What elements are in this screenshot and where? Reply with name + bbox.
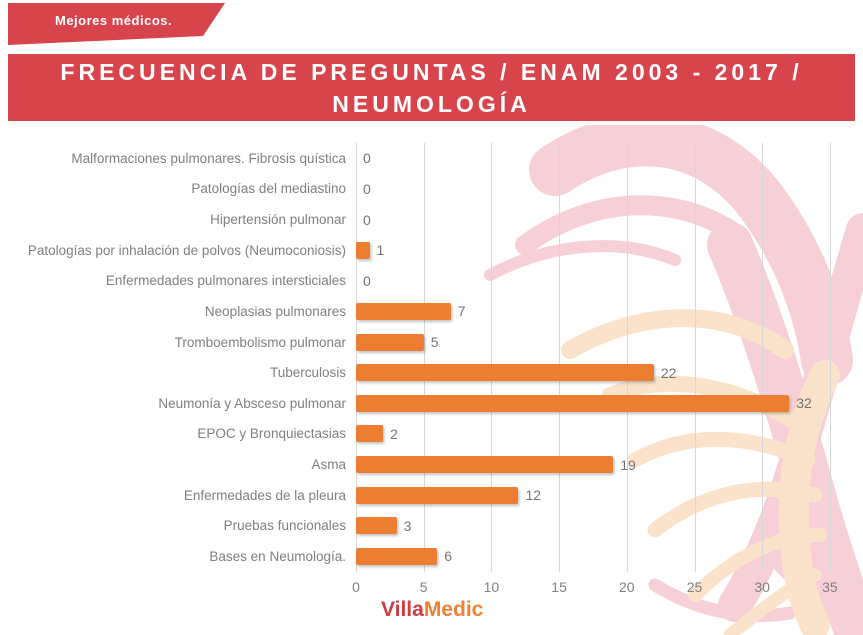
phoenix-background-graphic xyxy=(484,125,863,635)
chart-row: EPOC y Bronquiectasias 2 xyxy=(10,419,853,450)
bar-area: 19 xyxy=(356,456,853,474)
category-label: Hipertensión pulmonar xyxy=(210,212,346,228)
value-label: 22 xyxy=(660,364,677,381)
bar-area: 2 xyxy=(356,425,853,443)
villamedic-logo-part1: Villa xyxy=(381,598,424,621)
bar-area: 0 xyxy=(356,150,853,167)
category-label: Bases en Neumología. xyxy=(209,548,346,564)
value-label: 0 xyxy=(363,150,371,167)
x-axis-tick: 25 xyxy=(686,579,703,595)
bar xyxy=(356,302,451,320)
x-axis-tick: 5 xyxy=(419,579,428,595)
bar-area: 32 xyxy=(356,394,853,412)
value-label: 1 xyxy=(376,242,385,259)
value-label: 6 xyxy=(444,548,453,565)
bar-area: 22 xyxy=(356,364,853,382)
chart-row: Enfermedades de la pleura 12 xyxy=(10,480,853,511)
chart-row: Asma 19 xyxy=(10,449,853,480)
category-label: Neumonía y Absceso pulmonar xyxy=(158,395,346,411)
bar-area: 0 xyxy=(356,272,853,289)
bar-area: 0 xyxy=(356,211,853,228)
chart-row: Patologías por inhalación de polvos (Neu… xyxy=(10,235,853,266)
value-label: 0 xyxy=(363,180,371,197)
brand-ribbon-badge: Mejores médicos. xyxy=(8,3,225,45)
frequency-bar-chart: Malformaciones pulmonares. Fibrosis quís… xyxy=(10,143,853,613)
value-label: 5 xyxy=(430,334,439,351)
x-axis-tick: 30 xyxy=(754,579,770,595)
category-label: Malformaciones pulmonares. Fibrosis quís… xyxy=(71,150,346,166)
category-label: Tromboembolismo pulmonar xyxy=(174,334,346,350)
brand-ribbon-label: Mejores médicos. xyxy=(55,13,173,28)
title-banner: FRECUENCIA DE PREGUNTAS / ENAM 2003 - 20… xyxy=(8,54,855,121)
page-title-line1: FRECUENCIA DE PREGUNTAS / ENAM 2003 - 20… xyxy=(60,58,803,85)
chart-row: Neumonía y Absceso pulmonar 32 xyxy=(10,388,853,419)
x-axis-tick: 35 xyxy=(822,579,838,595)
bar-area: 7 xyxy=(356,302,853,320)
chart-row: Malformaciones pulmonares. Fibrosis quís… xyxy=(10,143,853,174)
bar-area: 12 xyxy=(356,486,853,504)
value-label: 32 xyxy=(796,395,812,412)
villamedic-logo: VillaMedic xyxy=(381,598,483,622)
category-label: Pruebas funcionales xyxy=(223,518,346,534)
bar xyxy=(356,241,370,259)
bar-area: 0 xyxy=(356,180,853,197)
x-axis: 0 5 10 15 20 25 30 35 xyxy=(10,579,853,597)
bar-area: 1 xyxy=(356,241,853,259)
category-label: EPOC y Bronquiectasias xyxy=(197,426,346,442)
value-label: 2 xyxy=(390,425,398,442)
x-axis-tick: 20 xyxy=(619,579,635,595)
bar xyxy=(356,333,424,351)
bar xyxy=(356,394,790,412)
category-label: Patologías del mediastino xyxy=(191,181,346,197)
category-label: Neoplasias pulmonares xyxy=(204,303,346,319)
bar xyxy=(356,486,519,504)
bar xyxy=(356,425,384,443)
chart-row: Patologías del mediastino 0 xyxy=(10,174,853,205)
villamedic-logo-part2: Medic xyxy=(423,598,484,621)
category-label: Tuberculosis xyxy=(269,365,346,381)
x-axis-tick: 0 xyxy=(352,579,360,595)
chart-row: Tromboembolismo pulmonar 5 xyxy=(10,327,853,358)
bar-area: 6 xyxy=(356,547,853,565)
value-label: 3 xyxy=(403,517,412,534)
chart-row: Tuberculosis 22 xyxy=(10,357,853,388)
value-label: 12 xyxy=(525,487,542,504)
bar xyxy=(356,517,397,535)
category-label: Enfermedades pulmonares intersticiales xyxy=(105,273,346,289)
value-label: 0 xyxy=(363,211,371,228)
category-label: Asma xyxy=(311,457,346,473)
chart-row: Hipertensión pulmonar 0 xyxy=(10,204,853,235)
value-label: 19 xyxy=(620,456,636,473)
chart-row: Bases en Neumología. 6 xyxy=(10,541,853,572)
value-label: 7 xyxy=(457,303,466,320)
phoenix-orange-feathers xyxy=(561,309,840,635)
chart-row: Pruebas funcionales 3 xyxy=(10,511,853,542)
bar xyxy=(356,547,438,565)
category-label: Patologías por inhalación de polvos (Neu… xyxy=(27,242,346,258)
page-title-line2: NEUMOLOGÍA xyxy=(332,90,531,117)
category-label: Enfermedades de la pleura xyxy=(183,487,346,503)
x-axis-tick: 15 xyxy=(551,579,567,595)
bar-area: 5 xyxy=(356,333,853,351)
bar xyxy=(356,456,614,474)
bar-area: 3 xyxy=(356,517,853,535)
bar xyxy=(356,364,654,382)
value-label: 0 xyxy=(363,272,371,289)
chart-row: Enfermedades pulmonares intersticiales 0 xyxy=(10,266,853,297)
chart-row: Neoplasias pulmonares 7 xyxy=(10,296,853,327)
chart-rows: Malformaciones pulmonares. Fibrosis quís… xyxy=(10,143,853,572)
x-axis-tick: 10 xyxy=(483,579,500,595)
